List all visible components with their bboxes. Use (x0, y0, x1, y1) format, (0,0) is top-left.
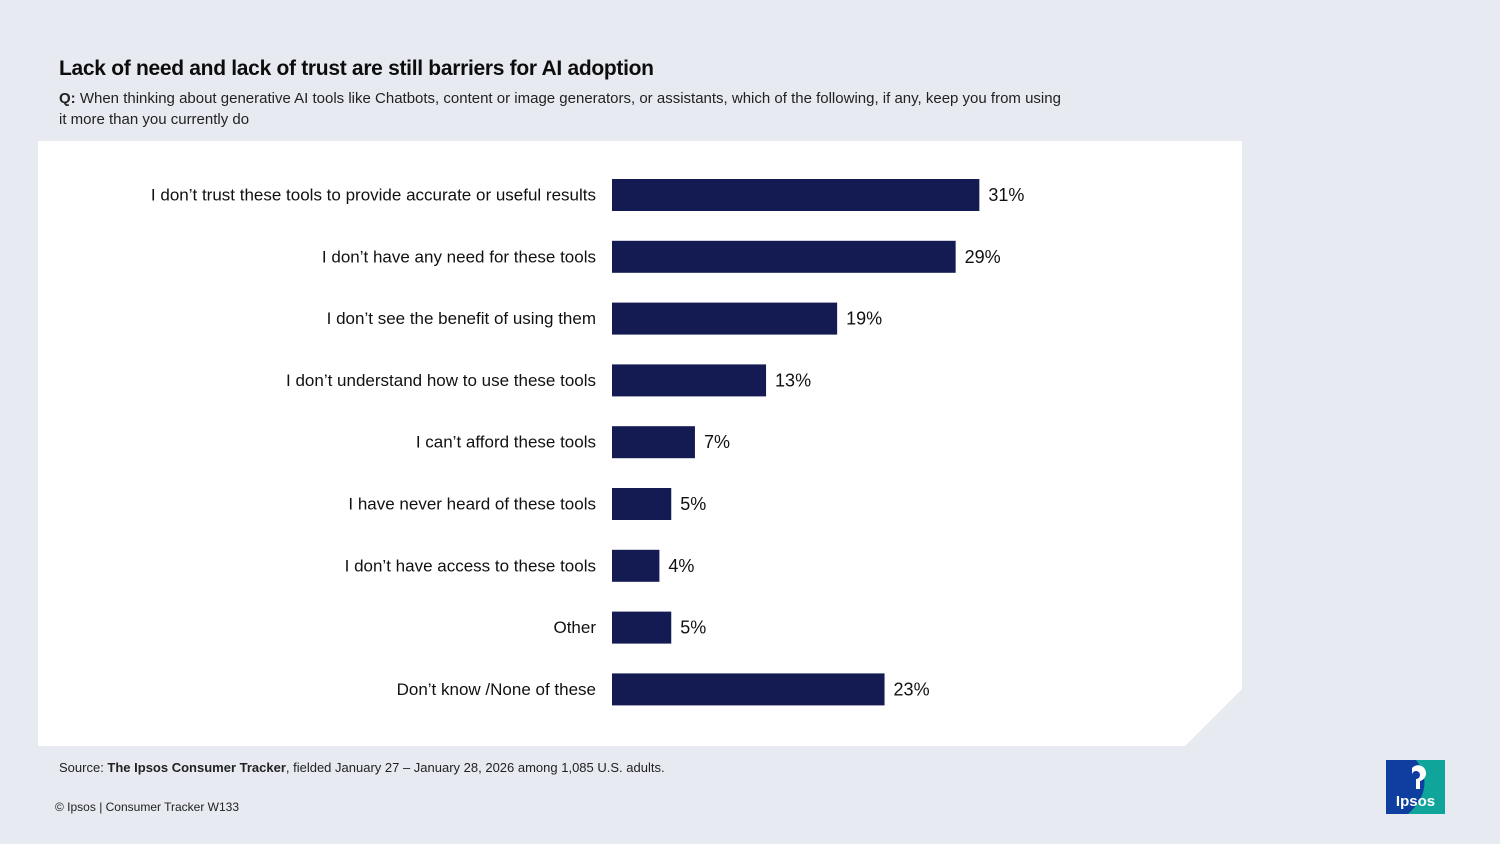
bar (612, 549, 660, 582)
bar (612, 240, 956, 273)
category-label: I can’t afford these tools (416, 433, 596, 452)
category-label: I don’t see the benefit of using them (327, 309, 596, 328)
value-label: 5% (680, 494, 706, 514)
category-label: I don’t have any need for these tools (322, 247, 596, 266)
chart-title: Lack of need and lack of trust are still… (59, 57, 654, 80)
source-details: , fielded January 27 – January 28, 2026 … (285, 760, 665, 775)
logo-teal-shape (1408, 760, 1445, 814)
value-label: 4% (668, 556, 694, 576)
bar (612, 488, 672, 520)
logo-text: Ipsos (1396, 793, 1435, 810)
bar (612, 426, 695, 459)
value-label: 13% (775, 370, 811, 390)
category-label: I don’t trust these tools to provide acc… (151, 186, 596, 205)
question-text: When thinking about generative AI tools … (59, 90, 1061, 128)
source-name: The Ipsos Consumer Tracker (107, 760, 286, 775)
survey-question: Q: When thinking about generative AI too… (59, 88, 1069, 130)
category-label: I don’t have access to these tools (345, 556, 596, 575)
category-label: Don’t know /None of these (397, 680, 596, 699)
bar-chart: I don’t trust these tools to provide acc… (151, 179, 1024, 706)
copyright-note: © Ipsos | Consumer Tracker W133 (55, 800, 240, 814)
value-label: 19% (846, 309, 882, 329)
category-label: Other (553, 618, 596, 637)
value-label: 7% (704, 432, 730, 452)
value-label: 23% (894, 679, 930, 699)
ipsos-logo: Ipsos (1386, 760, 1445, 814)
bar (612, 302, 838, 335)
value-label: 31% (988, 185, 1024, 205)
bar (612, 179, 980, 211)
bar (612, 611, 672, 644)
logo-mark-icon (1412, 765, 1427, 789)
category-label: I have never heard of these tools (348, 495, 596, 514)
bar (612, 364, 767, 397)
value-label: 29% (965, 247, 1001, 267)
source-note: Source: The Ipsos Consumer Tracker, fiel… (59, 760, 665, 775)
chart-panel: I don’t trust these tools to provide acc… (38, 141, 1242, 746)
source-prefix: Source: (59, 760, 108, 775)
value-label: 5% (680, 618, 706, 638)
question-prefix: Q: (59, 90, 76, 107)
category-label: I don’t understand how to use these tool… (286, 371, 596, 390)
bar (612, 673, 885, 706)
